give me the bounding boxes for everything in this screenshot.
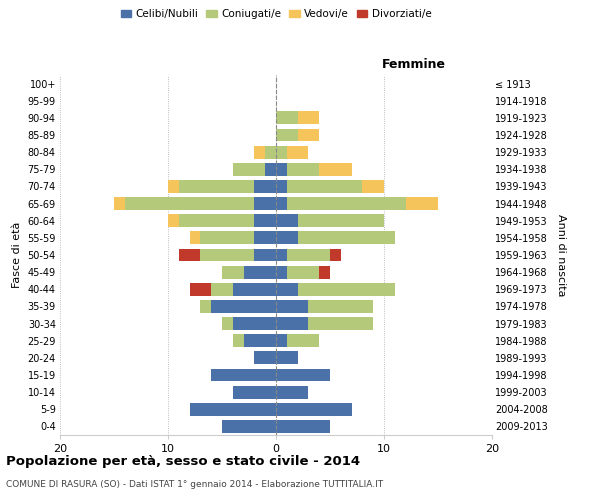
- Bar: [287, 248, 330, 262]
- Bar: [319, 163, 352, 175]
- Bar: [179, 248, 200, 262]
- Bar: [287, 266, 319, 278]
- Bar: [276, 112, 298, 124]
- Bar: [233, 163, 265, 175]
- Bar: [265, 146, 276, 158]
- Bar: [179, 180, 254, 193]
- Bar: [276, 197, 287, 210]
- Bar: [276, 146, 287, 158]
- Bar: [276, 317, 308, 330]
- Bar: [287, 334, 319, 347]
- Bar: [287, 197, 406, 210]
- Bar: [254, 352, 276, 364]
- Bar: [265, 163, 276, 175]
- Bar: [330, 248, 341, 262]
- Bar: [254, 232, 276, 244]
- Bar: [200, 248, 254, 262]
- Bar: [200, 300, 211, 313]
- Bar: [211, 368, 276, 382]
- Bar: [244, 266, 276, 278]
- Bar: [287, 146, 308, 158]
- Bar: [276, 128, 298, 141]
- Bar: [276, 386, 308, 398]
- Bar: [222, 317, 233, 330]
- Bar: [308, 317, 373, 330]
- Bar: [406, 197, 438, 210]
- Bar: [233, 334, 244, 347]
- Bar: [233, 317, 276, 330]
- Bar: [179, 214, 254, 227]
- Bar: [276, 403, 352, 415]
- Bar: [222, 266, 244, 278]
- Bar: [276, 334, 287, 347]
- Bar: [298, 214, 384, 227]
- Bar: [233, 283, 276, 296]
- Bar: [211, 283, 233, 296]
- Bar: [319, 266, 330, 278]
- Bar: [211, 300, 276, 313]
- Bar: [276, 352, 298, 364]
- Y-axis label: Fasce di età: Fasce di età: [12, 222, 22, 288]
- Bar: [168, 180, 179, 193]
- Bar: [254, 197, 276, 210]
- Bar: [308, 300, 373, 313]
- Text: Popolazione per età, sesso e stato civile - 2014: Popolazione per età, sesso e stato civil…: [6, 455, 360, 468]
- Bar: [254, 248, 276, 262]
- Bar: [276, 232, 298, 244]
- Bar: [276, 283, 298, 296]
- Bar: [362, 180, 384, 193]
- Bar: [298, 232, 395, 244]
- Bar: [233, 386, 276, 398]
- Bar: [244, 334, 276, 347]
- Bar: [200, 232, 254, 244]
- Bar: [298, 283, 395, 296]
- Bar: [276, 163, 287, 175]
- Bar: [254, 146, 265, 158]
- Bar: [276, 214, 298, 227]
- Bar: [287, 180, 362, 193]
- Bar: [276, 368, 330, 382]
- Text: COMUNE DI RASURA (SO) - Dati ISTAT 1° gennaio 2014 - Elaborazione TUTTITALIA.IT: COMUNE DI RASURA (SO) - Dati ISTAT 1° ge…: [6, 480, 383, 489]
- Bar: [298, 112, 319, 124]
- Bar: [254, 214, 276, 227]
- Bar: [254, 180, 276, 193]
- Bar: [168, 214, 179, 227]
- Bar: [125, 197, 254, 210]
- Bar: [287, 163, 319, 175]
- Bar: [298, 128, 319, 141]
- Text: Femmine: Femmine: [382, 58, 446, 71]
- Bar: [276, 248, 287, 262]
- Bar: [222, 420, 276, 433]
- Bar: [190, 232, 200, 244]
- Bar: [276, 420, 330, 433]
- Y-axis label: Anni di nascita: Anni di nascita: [556, 214, 566, 296]
- Bar: [190, 403, 276, 415]
- Bar: [276, 180, 287, 193]
- Bar: [114, 197, 125, 210]
- Bar: [276, 300, 308, 313]
- Legend: Celibi/Nubili, Coniugati/e, Vedovi/e, Divorziati/e: Celibi/Nubili, Coniugati/e, Vedovi/e, Di…: [116, 5, 436, 24]
- Bar: [276, 266, 287, 278]
- Bar: [190, 283, 211, 296]
